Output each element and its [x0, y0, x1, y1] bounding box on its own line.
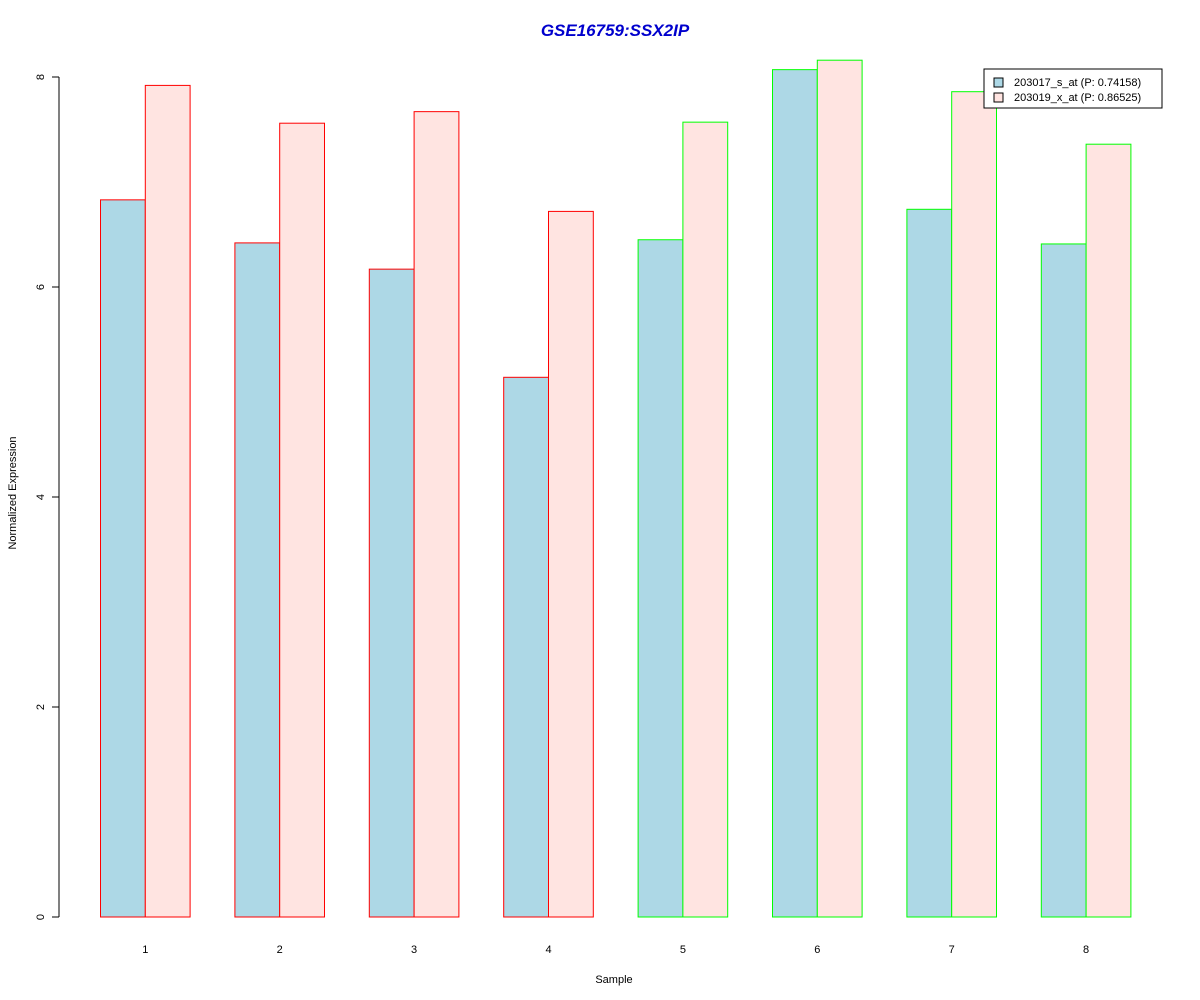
bar-sample-1-series-2	[144, 84, 191, 918]
y-tick-label: 0	[35, 914, 47, 920]
legend: 203017_s_at (P: 0.74158) 203019_x_at (P: …	[983, 68, 1163, 109]
legend-label: 203019_x_at (P: 0.86525)	[1014, 92, 1141, 104]
x-tick-label: 2	[277, 944, 283, 956]
x-tick-label: 8	[1083, 944, 1089, 956]
legend-box	[983, 68, 1163, 109]
bar-sample-8-series-2	[1085, 143, 1132, 918]
chart-title: GSE16759:SSX2IP	[541, 21, 690, 40]
bar-sample-3-series-1	[368, 268, 415, 918]
x-tick-label: 1	[142, 944, 148, 956]
y-axis-label: Normalized Expression	[7, 436, 19, 549]
bar-sample-4-series-1	[503, 376, 550, 918]
y-axis: 0 2 4 6 8	[35, 74, 60, 920]
bar-sample-6-series-1	[772, 69, 818, 918]
x-tick-label: 3	[411, 944, 417, 956]
bar-sample-7-series-1	[906, 208, 953, 918]
bar-sample-2-series-1	[234, 242, 281, 918]
bar-sample-1-series-1	[100, 199, 146, 918]
y-tick-label: 8	[35, 74, 47, 80]
bar-sample-5-series-1	[637, 239, 684, 918]
bar-sample-3-series-2	[413, 111, 460, 918]
bars	[100, 59, 1132, 918]
bar-sample-6-series-2	[816, 59, 863, 918]
legend-swatch	[993, 77, 1004, 88]
bar-sample-5-series-2	[682, 121, 729, 918]
x-axis: 1 2 3 4 5 6 7 8	[142, 944, 1089, 956]
y-tick-label: 6	[35, 284, 47, 290]
legend-swatch	[993, 92, 1004, 103]
x-tick-label: 6	[814, 944, 820, 956]
bar-sample-7-series-2	[951, 91, 998, 918]
bar-sample-4-series-2	[548, 210, 594, 918]
bar-sample-2-series-2	[279, 122, 326, 918]
y-tick-label: 2	[35, 704, 47, 710]
legend-label: 203017_s_at (P: 0.74158)	[1014, 77, 1141, 89]
bar-sample-8-series-1	[1040, 243, 1087, 918]
x-tick-label: 5	[680, 944, 686, 956]
y-tick-label: 4	[35, 494, 47, 500]
x-tick-label: 4	[545, 944, 551, 956]
x-tick-label: 7	[949, 944, 955, 956]
x-axis-label: Sample	[595, 974, 632, 986]
